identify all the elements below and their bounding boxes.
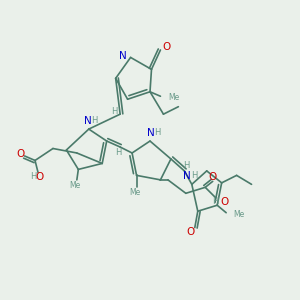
Text: H: H (192, 172, 198, 181)
Text: O: O (208, 172, 217, 182)
Text: H: H (154, 128, 161, 137)
Text: Me: Me (234, 210, 245, 219)
Text: O: O (36, 172, 44, 182)
Text: O: O (220, 197, 229, 207)
Text: H: H (31, 172, 37, 182)
Text: H: H (212, 197, 219, 206)
Text: H: H (111, 107, 117, 116)
Text: O: O (186, 227, 194, 237)
Text: O: O (16, 148, 25, 159)
Text: Me: Me (70, 181, 81, 190)
Text: H: H (116, 148, 122, 157)
Text: N: N (84, 116, 92, 126)
Text: N: N (184, 171, 191, 181)
Text: Me: Me (129, 188, 141, 197)
Text: O: O (162, 42, 170, 52)
Text: Me: Me (168, 93, 179, 102)
Text: H: H (183, 161, 189, 170)
Text: H: H (91, 116, 97, 125)
Text: N: N (119, 51, 127, 61)
Text: N: N (147, 128, 155, 138)
